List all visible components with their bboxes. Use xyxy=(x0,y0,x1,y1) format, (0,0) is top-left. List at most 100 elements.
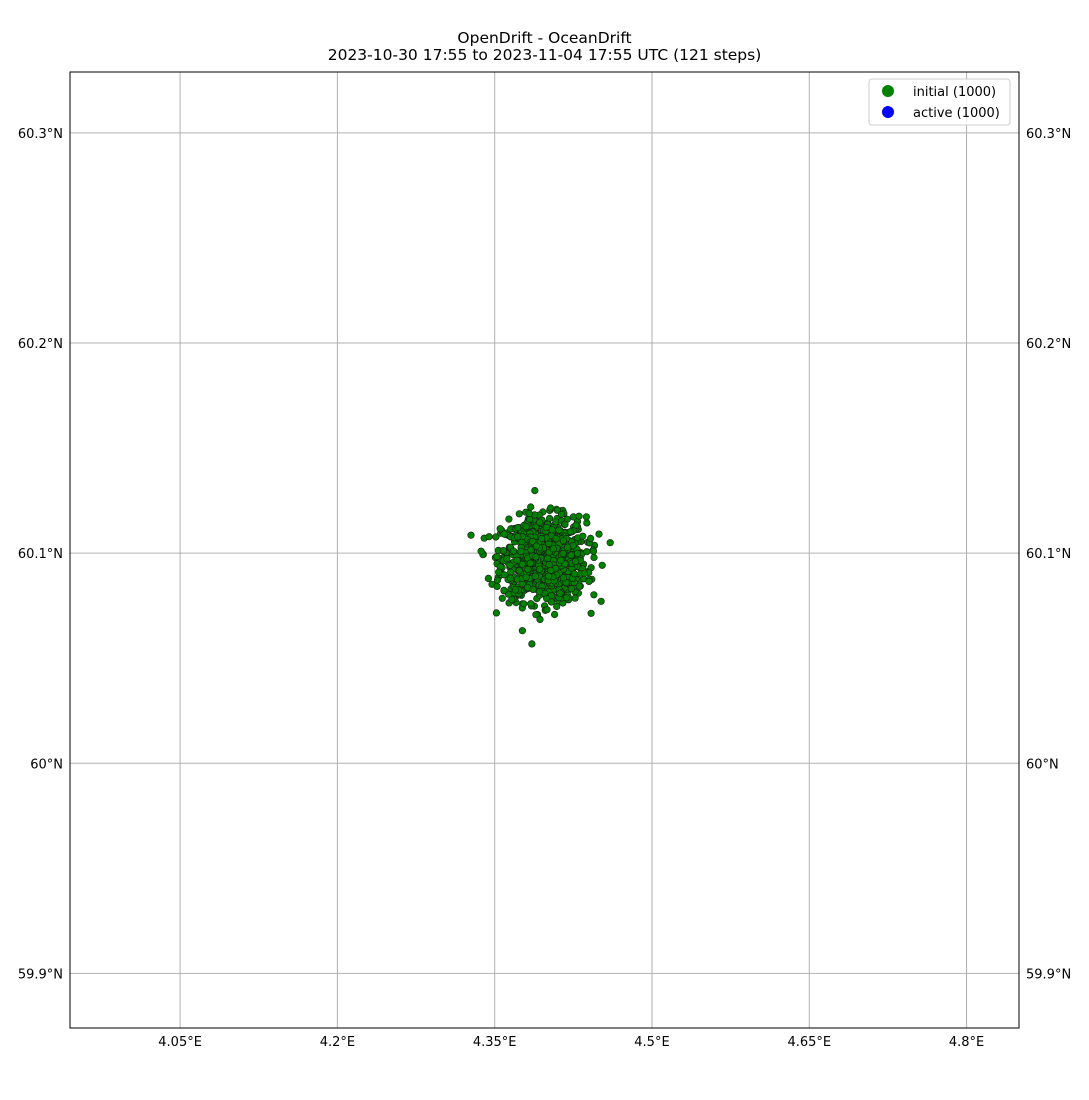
particle-point xyxy=(500,586,508,595)
particle-point xyxy=(527,546,535,554)
legend-label: initial (1000) xyxy=(913,85,996,100)
particle-point xyxy=(559,549,567,558)
particle-point xyxy=(532,611,540,619)
particle-point xyxy=(499,546,507,555)
particle-point xyxy=(531,572,539,580)
particle-point xyxy=(520,600,528,608)
particle-point xyxy=(526,559,534,567)
particle-point xyxy=(536,565,544,573)
particle-point xyxy=(492,609,501,617)
particle-point xyxy=(595,530,603,538)
particle-point xyxy=(552,534,560,543)
particle-point xyxy=(528,640,536,648)
particle-point xyxy=(550,610,559,619)
y-tick-label-right: 59.9°N xyxy=(1026,967,1071,982)
particle-point xyxy=(585,577,593,586)
x-tick-label: 4.65°E xyxy=(787,1035,831,1050)
particle-point xyxy=(562,594,571,602)
particle-point xyxy=(509,547,518,555)
particle-point xyxy=(505,515,513,523)
particle-point xyxy=(567,551,575,559)
particle-point xyxy=(522,523,530,531)
particle-point xyxy=(546,504,555,512)
particle-point xyxy=(517,547,525,556)
y-tick-label-right: 60.3°N xyxy=(1026,127,1071,142)
y-tick-label-left: 60.1°N xyxy=(18,547,63,562)
particle-point xyxy=(606,539,614,547)
particle-point xyxy=(536,518,544,526)
plot-frame xyxy=(69,71,1020,1029)
particle-point xyxy=(506,574,515,582)
particle-point xyxy=(522,573,530,581)
particle-point xyxy=(542,523,550,532)
particle-point xyxy=(493,582,501,591)
particle-point xyxy=(589,547,598,555)
particle-point xyxy=(527,503,535,511)
particle-point xyxy=(529,585,537,594)
x-tick-label: 4.35°E xyxy=(473,1035,517,1050)
particle-point xyxy=(492,533,500,541)
particle-point xyxy=(514,533,522,541)
particle-point xyxy=(524,565,532,574)
particle-point xyxy=(553,602,561,611)
y-tick-label-left: 59.9°N xyxy=(18,967,63,982)
particle-point xyxy=(536,615,544,624)
particle-point xyxy=(485,533,493,541)
x-tick-label: 4.05°E xyxy=(158,1035,202,1050)
particle-point xyxy=(583,519,591,527)
particle-point xyxy=(537,534,546,543)
particle-point xyxy=(528,537,537,546)
particle-series xyxy=(467,487,614,648)
y-tick-label-left: 60.2°N xyxy=(18,337,63,352)
particle-point xyxy=(567,527,575,536)
legend-label: active (1000) xyxy=(913,106,1000,121)
particle-point xyxy=(586,534,595,543)
particle-point xyxy=(525,509,533,518)
particle-point xyxy=(590,591,598,599)
particle-point xyxy=(531,487,539,495)
particle-point xyxy=(567,585,576,593)
legend-box xyxy=(868,78,1011,126)
particle-point xyxy=(493,552,501,561)
particle-point xyxy=(547,598,556,606)
particle-point xyxy=(570,570,579,578)
particle-point xyxy=(518,627,527,635)
particle-point xyxy=(571,557,580,566)
particle-point xyxy=(532,542,541,550)
title-block: OpenDrift - OceanDrift 2023-10-30 17:55 … xyxy=(0,30,1089,64)
chart-title: OpenDrift - OceanDrift xyxy=(457,29,632,47)
x-tick-label: 4.8°E xyxy=(949,1035,984,1050)
particle-point xyxy=(503,554,511,563)
particle-point xyxy=(556,589,564,597)
particle-point xyxy=(561,520,569,529)
y-tick-label-left: 60°N xyxy=(30,757,63,772)
particle-point xyxy=(571,594,579,602)
particle-point xyxy=(515,510,523,518)
particle-point xyxy=(496,525,504,533)
particle-point xyxy=(484,574,493,583)
particle-point xyxy=(549,545,558,553)
particle-point xyxy=(518,560,526,568)
particle-point xyxy=(547,566,555,575)
particle-point xyxy=(532,553,540,561)
particle-point xyxy=(511,586,520,594)
particle-point xyxy=(583,548,591,556)
particle-point xyxy=(527,600,535,608)
x-tick-label: 4.2°E xyxy=(320,1035,355,1050)
particle-point xyxy=(555,526,563,534)
particle-point xyxy=(575,512,583,520)
particle-point xyxy=(543,606,551,614)
chart-subtitle: 2023-10-30 17:55 to 2023-11-04 17:55 UTC… xyxy=(327,46,762,64)
particle-point xyxy=(513,556,521,564)
particle-point xyxy=(573,549,582,558)
y-tick-label-right: 60.2°N xyxy=(1026,337,1071,352)
particle-point xyxy=(582,513,591,521)
x-tick-label: 4.5°E xyxy=(634,1035,669,1050)
particle-point xyxy=(515,566,523,575)
legend-marker xyxy=(882,106,894,118)
particle-point xyxy=(580,569,589,577)
particle-point xyxy=(467,531,475,539)
particle-point xyxy=(498,594,506,602)
particle-point xyxy=(495,568,503,576)
